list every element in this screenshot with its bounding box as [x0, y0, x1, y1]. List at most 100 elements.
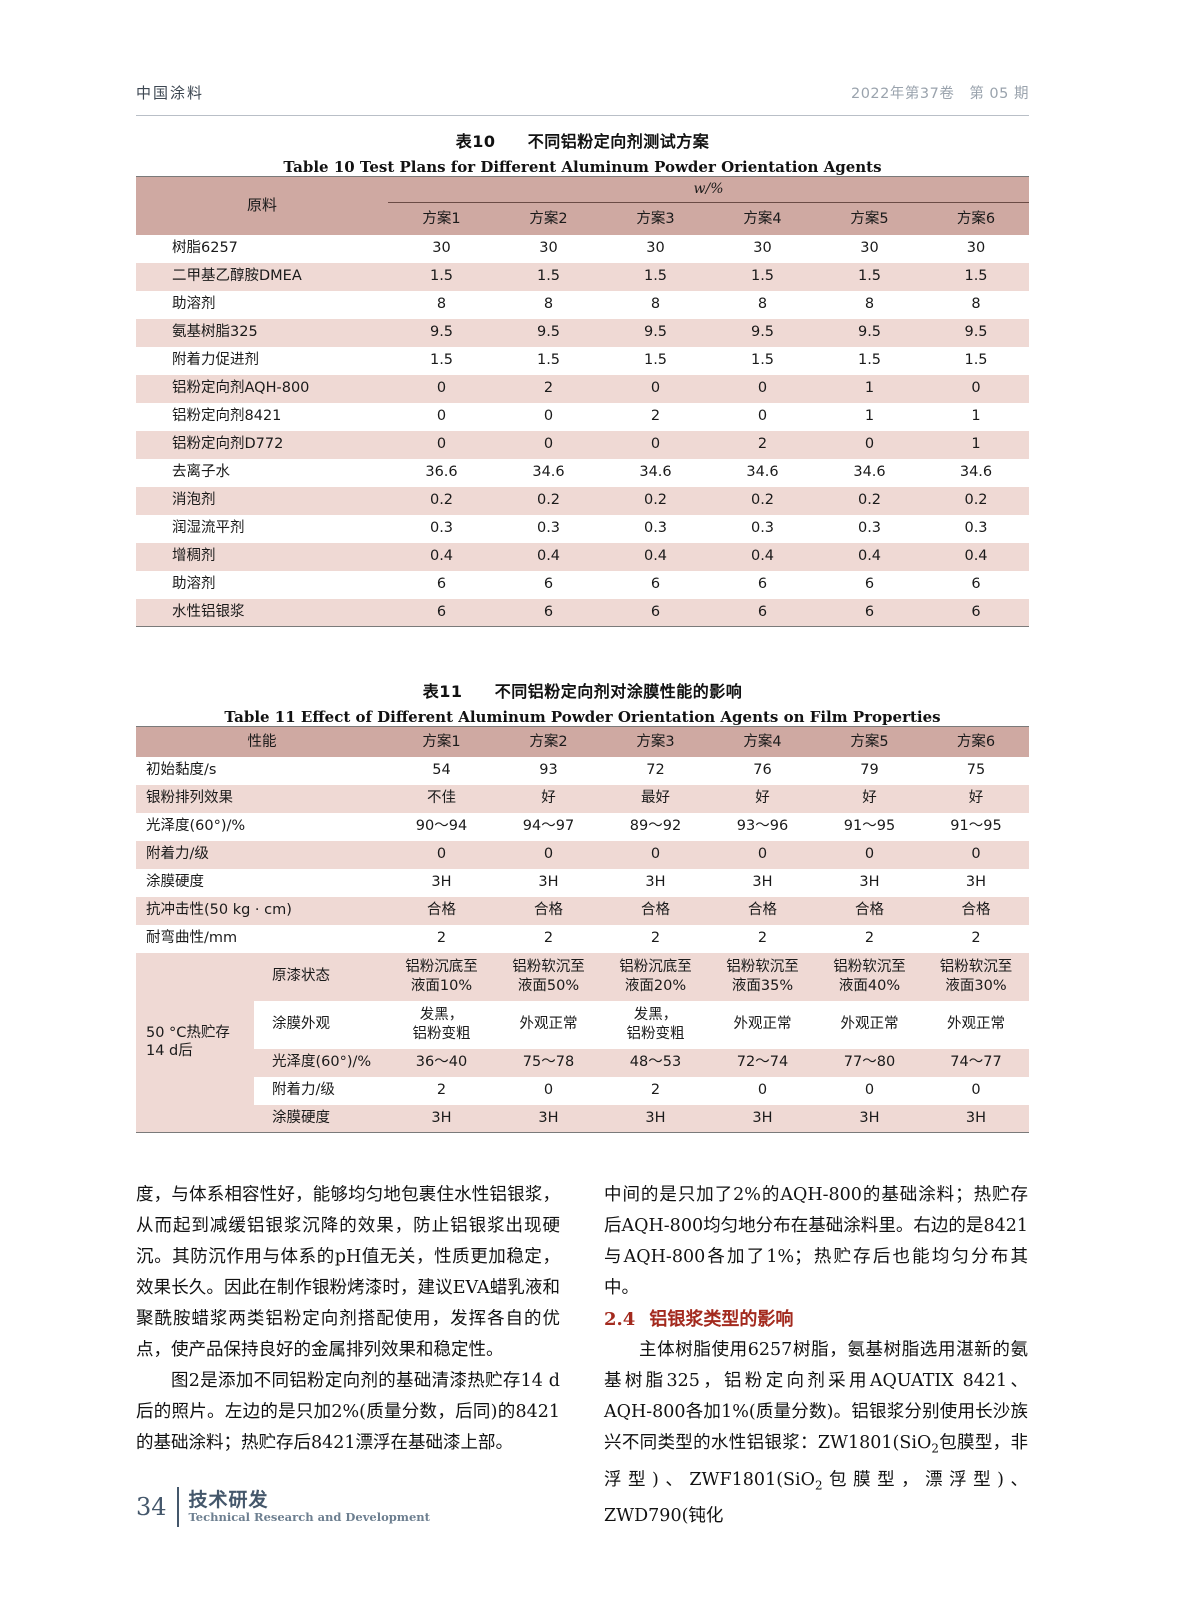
table-11-cell: 90～94: [388, 812, 495, 841]
body-columns: 度，与体系相容性好，能够均匀地包裹住水性铝银浆，从而起到减缓铝银浆沉降的效果，防…: [136, 1180, 1029, 1532]
table-10-cell: 2: [602, 402, 709, 431]
table-11-subrow-label: 涂膜硬度: [254, 1104, 388, 1133]
table-11-cell: 54: [388, 756, 495, 785]
table-11-row-label: 光泽度(60°)/%: [136, 812, 388, 841]
table-11-group-cell: 铝粉软沉至 液面50%: [495, 952, 602, 1001]
table-10-cell: 1: [816, 402, 923, 431]
table-11-cell: 0: [709, 840, 816, 869]
table-11-cell: 2: [709, 924, 816, 953]
table-11-group-cell: 外观正常: [495, 1000, 602, 1049]
table-10-cell: 34.6: [495, 458, 602, 487]
table-10-cell: 1.5: [923, 262, 1030, 291]
table-row: 原料 w/%: [136, 176, 1030, 235]
table-11-group-cell: 77～80: [816, 1048, 923, 1077]
table-10-cell: 30: [923, 234, 1030, 263]
table-row: 铝粉定向剂AQH-800 0 2 0 0 1 0: [136, 374, 1030, 403]
table-11-cell: 2: [816, 924, 923, 953]
table-11-cell: 76: [709, 756, 816, 785]
paragraph-pastes-part-a: 主体树脂使用6257树脂，氨基树脂选用湛新的氨基树脂325，铝粉定向剂采用AQU…: [604, 1340, 1028, 1453]
table-10-cell: 0.4: [816, 542, 923, 571]
table-10-cell: 0.3: [816, 514, 923, 543]
table-11-row-label: 抗冲击性(50 kg · cm): [136, 896, 388, 925]
table-row: 附着力/级 2 0 2 0 0 0: [136, 1076, 1029, 1105]
table-11-group-cell: 外观正常: [816, 1000, 923, 1049]
table-10-cell: 30: [709, 234, 816, 263]
table-11-cell: 合格: [388, 896, 495, 925]
table-10-cell: 30: [816, 234, 923, 263]
table-10-row-label: 润湿流平剂: [136, 514, 388, 543]
table-10-column-header-4: 方案4: [709, 202, 816, 235]
table-11-cell: 3H: [709, 868, 816, 897]
footer-section-en: Technical Research and Development: [188, 1509, 430, 1524]
table-11-cell: 75: [923, 756, 1029, 785]
table-10-caption: 表10 不同铝粉定向剂测试方案 Table 10 Test Plans for …: [136, 128, 1029, 176]
table-10-cell: 8: [816, 290, 923, 319]
table-10-cell: 0.2: [923, 486, 1030, 515]
table-11-cell: 合格: [495, 896, 602, 925]
table-10-cell: 6: [816, 598, 923, 627]
table-11-cell: 93: [495, 756, 602, 785]
page-number: 34: [136, 1493, 167, 1521]
table-row: 初始黏度/s 54 93 72 76 79 75: [136, 756, 1029, 785]
paragraph-middle-sample: 中间的是只加了2%的AQH-800的基础涂料；热贮存后AQH-800均匀地分布在…: [604, 1185, 1028, 1298]
table-11-group-cell: 72～74: [709, 1048, 816, 1077]
table-10-cell: 30: [495, 234, 602, 263]
table-10-cell: 9.5: [602, 318, 709, 347]
table-row: 增稠剂 0.4 0.4 0.4 0.4 0.4 0.4: [136, 542, 1030, 571]
table-10-cell: 2: [709, 430, 816, 459]
table-11-cell: 91～95: [816, 812, 923, 841]
table-10-cell: 6: [495, 598, 602, 627]
table-11-cell: 0: [602, 840, 709, 869]
table-11-cell: 2: [388, 924, 495, 953]
table-11-column-header-6: 方案6: [923, 726, 1029, 757]
table-10-cell: 6: [923, 570, 1030, 599]
table-11-group-cell: 铝粉沉底至 液面20%: [602, 952, 709, 1001]
table-11-cell: 0: [495, 840, 602, 869]
table-10-cell: 1.5: [495, 346, 602, 375]
paragraph-figure2: 图2是添加不同铝粉定向剂的基础清漆热贮存14 d后的照片。左边的是只加2%(质量…: [136, 1371, 560, 1453]
table-10-cell: 1.5: [923, 346, 1030, 375]
table-11-group-cell: 48～53: [602, 1048, 709, 1077]
table-11-subrow-label: 涂膜外观: [254, 1000, 388, 1049]
table-row: 涂膜硬度 3H 3H 3H 3H 3H 3H: [136, 1104, 1029, 1133]
table-11-title-cn: 不同铝粉定向剂对涂膜性能的影响: [494, 682, 743, 701]
table-11-group-cell: 3H: [816, 1104, 923, 1133]
table-10-cell: 9.5: [388, 318, 495, 347]
table-10-cell: 36.6: [388, 458, 495, 487]
paragraph-pastes-part-b: 包膜型，非浮型)、ZWF1801(SiO: [604, 1433, 1028, 1490]
table-10-row-label: 去离子水: [136, 458, 388, 487]
table-10-cell: 1.5: [709, 262, 816, 291]
table-11: 性能 方案1 方案2 方案3 方案4 方案5 方案6 初始黏度/s 54 93 72 76 79 75 银粉…: [136, 726, 1029, 1133]
table-11-group-cell: 铝粉软沉至 液面40%: [816, 952, 923, 1001]
table-11-cell: 91～95: [923, 812, 1029, 841]
table-11-caption-en: Table 11 Effect of Different Aluminum Po…: [224, 708, 941, 726]
table-11-group-cell: 外观正常: [923, 1000, 1029, 1049]
table-10-cell: 1.5: [495, 262, 602, 291]
table-10-cell: 1.5: [709, 346, 816, 375]
table-11-cell: 3H: [495, 868, 602, 897]
table-11-row-label: 涂膜硬度: [136, 868, 388, 897]
table-11-cell: 79: [816, 756, 923, 785]
paragraph-pastes-part-c: 包膜型，漂浮型)、ZWD790(钝化: [604, 1469, 1028, 1527]
table-11-group-cell: 铝粉软沉至 液面35%: [709, 952, 816, 1001]
table-11-group-cell: 2: [602, 1076, 709, 1105]
table-11-cell: 合格: [923, 896, 1029, 925]
table-11-cell: 3H: [602, 868, 709, 897]
table-10-row-label: 二甲基乙醇胺DMEA: [136, 262, 388, 291]
table-10-cell: 0: [602, 374, 709, 403]
table-11-group-cell: 3H: [602, 1104, 709, 1133]
footer-section: 技术研发 Technical Research and Development: [188, 1490, 430, 1524]
table-row: 树脂6257 30 30 30 30 30 30: [136, 234, 1030, 263]
table-11-column-header-5: 方案5: [816, 726, 923, 757]
table-11-cell: 94～97: [495, 812, 602, 841]
table-10-cell: 8: [388, 290, 495, 319]
table-10-cell: 1.5: [602, 346, 709, 375]
table-11-group-cell: 75～78: [495, 1048, 602, 1077]
table-11-group-cell: 36～40: [388, 1048, 495, 1077]
table-11-group-cell: 0: [816, 1076, 923, 1105]
table-10-cell: 0.4: [602, 542, 709, 571]
table-10-cell: 0.2: [495, 486, 602, 515]
table-row: 光泽度(60°)/% 36～40 75～78 48～53 72～74 77～80 74～77: [136, 1048, 1029, 1077]
table-10-cell: 8: [923, 290, 1030, 319]
